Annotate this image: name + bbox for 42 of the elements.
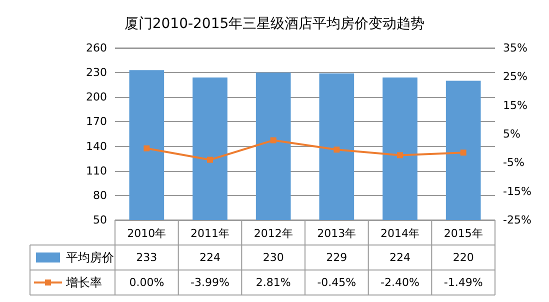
y2-tick-label: 25% xyxy=(503,70,528,84)
data-label: 220 xyxy=(452,251,474,264)
x-tick-label: 2014年 xyxy=(380,227,420,240)
y2-tick-label: -5% xyxy=(503,156,524,170)
y-tick-label: 200 xyxy=(86,90,107,104)
y2-tick-label: 15% xyxy=(503,98,528,112)
y2-tick-label: -25% xyxy=(503,214,532,226)
data-label: 224 xyxy=(390,251,410,264)
point xyxy=(334,146,340,153)
y2-tick-label: -15% xyxy=(503,184,532,198)
chart-title: 厦门2010-2015年三星级酒店平均房价变动趋势 xyxy=(124,16,425,32)
point xyxy=(270,137,276,144)
data-label: 229 xyxy=(326,251,348,264)
data-label: -3.99% xyxy=(190,276,230,289)
point xyxy=(460,150,466,156)
x-tick-label: 2010年 xyxy=(127,227,166,240)
y-tick-label: 170 xyxy=(86,115,107,128)
x-tick-label: 2011年 xyxy=(190,227,230,240)
x-tick-label: 2013年 xyxy=(317,227,356,240)
data-label: 224 xyxy=(200,251,220,264)
y-tick-label: 50 xyxy=(93,214,107,226)
y2-tick-label: 5% xyxy=(503,128,520,140)
point xyxy=(144,145,150,152)
data-label: -2.40% xyxy=(380,276,420,289)
y2-tick-label: 35% xyxy=(503,42,528,54)
point xyxy=(397,152,403,158)
data-label: 0.00% xyxy=(129,276,164,289)
x-tick-label: 2012年 xyxy=(254,227,293,240)
y-tick-label: 140 xyxy=(86,140,107,153)
y-tick-label: 260 xyxy=(86,42,107,54)
legend-label: 增长率 xyxy=(65,276,102,290)
point xyxy=(207,156,213,163)
data-label: 230 xyxy=(262,251,284,264)
data-label: 2.81% xyxy=(256,276,291,289)
y-tick-label: 230 xyxy=(86,66,107,80)
data-label: -0.45% xyxy=(317,276,356,289)
legend-label: 平均房价 xyxy=(66,250,114,264)
y-tick-label: 110 xyxy=(86,164,107,178)
y-tick-label: 80 xyxy=(93,188,107,202)
x-tick-label: 2015年 xyxy=(444,227,483,240)
data-label: -1.49% xyxy=(444,276,483,289)
data-label: 233 xyxy=(136,251,158,264)
